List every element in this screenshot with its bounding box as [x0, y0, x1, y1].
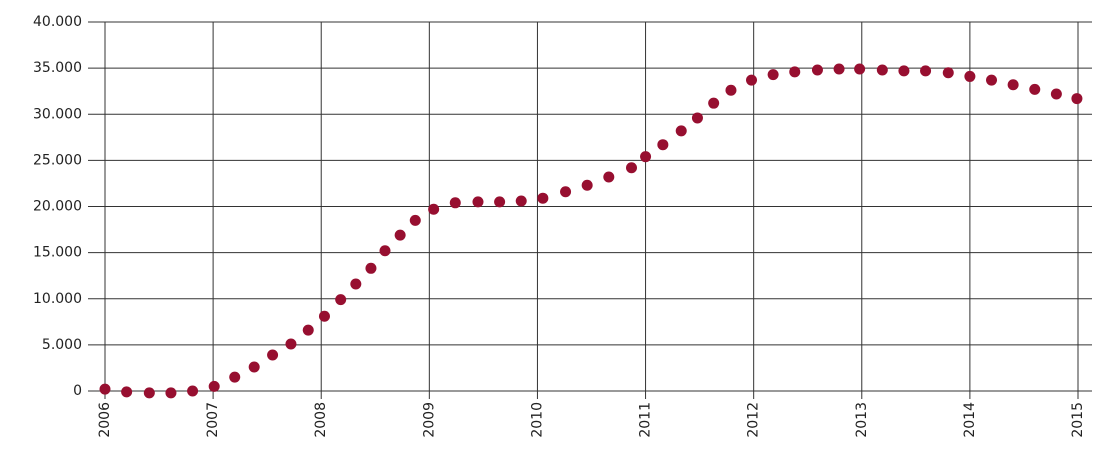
x-tick-label: 2007 [205, 402, 221, 438]
x-tick-label: 2013 [854, 402, 870, 438]
point [428, 203, 440, 215]
point [898, 65, 910, 77]
point [248, 361, 260, 373]
point [708, 97, 720, 109]
point [767, 69, 779, 81]
y-tick-label: 40.000 [33, 14, 82, 30]
x-tick-label: 2006 [97, 402, 113, 438]
x-tick-label: 2009 [421, 402, 437, 438]
y-tick-label: 20.000 [33, 199, 82, 215]
point [603, 171, 615, 183]
point [365, 262, 377, 274]
point [854, 63, 866, 75]
y-tick-label: 5.000 [42, 337, 82, 353]
point [229, 371, 241, 383]
point [1007, 79, 1019, 91]
x-tick-label: 2014 [962, 402, 978, 438]
point [789, 66, 801, 78]
point [494, 196, 506, 208]
point [143, 387, 155, 399]
x-tick-label: 2015 [1070, 402, 1086, 438]
point [833, 63, 845, 75]
y-tick-label: 10.000 [33, 291, 82, 307]
point [725, 84, 737, 96]
point [537, 192, 549, 204]
point [920, 65, 932, 77]
point [302, 324, 314, 336]
point [267, 349, 279, 361]
point [335, 294, 347, 306]
x-tick-label: 2008 [313, 402, 329, 438]
y-tick-label: 25.000 [33, 152, 82, 168]
y-tick-label: 15.000 [33, 245, 82, 261]
point [409, 214, 421, 226]
point [876, 64, 888, 76]
point [640, 151, 652, 163]
point [99, 383, 111, 395]
x-tick-label: 2012 [746, 402, 762, 438]
point [691, 112, 703, 124]
point [1071, 93, 1083, 105]
point [964, 70, 976, 82]
y-tick-label: 30.000 [33, 106, 82, 122]
point [449, 197, 461, 209]
point [472, 196, 484, 208]
point [515, 195, 527, 207]
x-tick-label: 2011 [638, 402, 654, 438]
point [675, 125, 687, 137]
point [560, 186, 572, 198]
point [187, 385, 199, 397]
y-tick-label: 0 [73, 383, 82, 399]
point [208, 380, 220, 392]
point [379, 245, 391, 257]
y-tick-label: 35.000 [33, 60, 82, 76]
point [121, 386, 133, 398]
point [285, 338, 297, 350]
x-tick-label: 2010 [529, 402, 545, 438]
point [165, 387, 177, 399]
point [626, 162, 638, 174]
point [811, 64, 823, 76]
point [350, 278, 362, 290]
point [746, 74, 758, 86]
point [986, 74, 998, 86]
point [657, 139, 669, 151]
point [318, 310, 330, 322]
point [394, 229, 406, 241]
point [581, 179, 593, 191]
point [1050, 88, 1062, 100]
point [942, 67, 954, 79]
point [1029, 83, 1041, 95]
